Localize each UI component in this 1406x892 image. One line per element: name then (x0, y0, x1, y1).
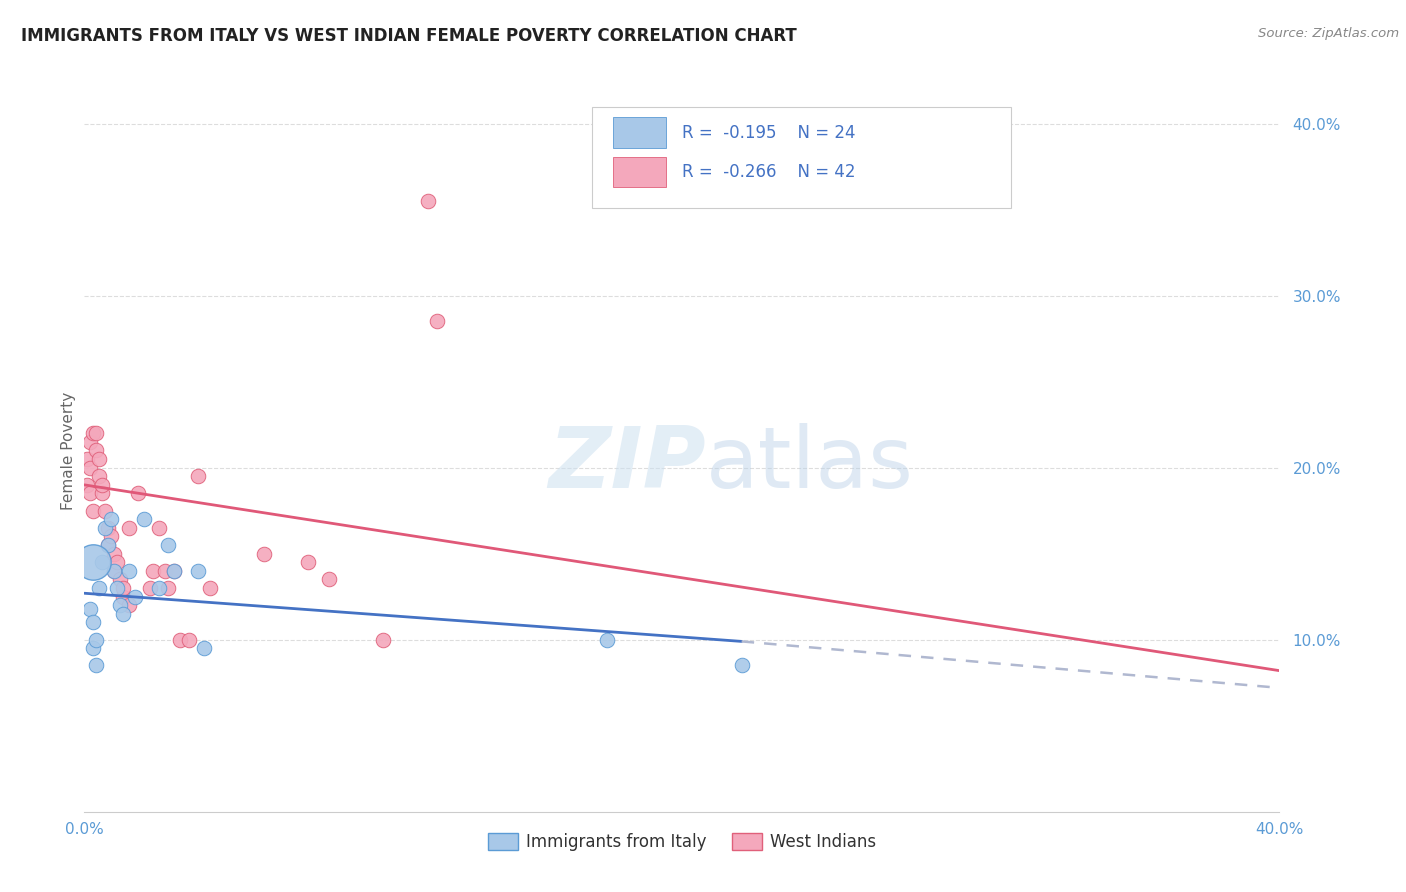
Point (105, 581, 128, 595)
Point (105, 555, 128, 569)
Point (187, 469, 209, 483)
Legend: Immigrants from Italy, West Indians: Immigrants from Italy, West Indians (481, 826, 883, 857)
Point (82, 555, 104, 569)
Point (124, 590, 146, 604)
Point (416, 194, 439, 208)
Text: R =  -0.195    N = 24: R = -0.195 N = 24 (682, 124, 855, 142)
Point (118, 599, 141, 613)
Point (148, 581, 170, 595)
Point (157, 538, 180, 552)
Point (79, 601, 101, 615)
Point (318, 573, 340, 587)
Point (86, 658, 108, 673)
Point (97, 538, 120, 552)
Point (112, 607, 135, 621)
Point (142, 564, 165, 578)
Point (86, 426, 108, 441)
Point (97, 521, 120, 535)
FancyBboxPatch shape (613, 118, 666, 148)
Point (76, 452, 98, 467)
Point (112, 590, 135, 604)
Point (163, 564, 186, 578)
Point (187, 564, 209, 578)
Point (177, 632, 200, 647)
Point (110, 599, 132, 613)
Text: Source: ZipAtlas.com: Source: ZipAtlas.com (1258, 27, 1399, 40)
Point (89, 452, 111, 467)
FancyBboxPatch shape (592, 107, 1011, 209)
Point (127, 486, 149, 500)
Point (139, 581, 162, 595)
Point (94, 503, 117, 517)
Point (89, 581, 111, 595)
Point (153, 564, 176, 578)
Point (163, 564, 186, 578)
Point (91, 478, 114, 492)
Point (86, 632, 108, 647)
Point (100, 529, 122, 543)
Point (132, 512, 156, 526)
Point (193, 641, 215, 656)
Text: atlas: atlas (706, 424, 914, 507)
Point (100, 512, 122, 526)
Point (79, 486, 101, 500)
Point (86, 443, 108, 458)
Text: ZIP: ZIP (548, 424, 706, 507)
Point (94, 521, 117, 535)
Point (103, 547, 125, 561)
Point (297, 555, 319, 569)
Point (82, 426, 104, 441)
Point (118, 564, 141, 578)
Point (82, 615, 104, 630)
Point (426, 314, 449, 328)
Point (148, 521, 170, 535)
Point (103, 564, 125, 578)
Point (112, 581, 135, 595)
Point (79, 434, 101, 449)
Text: IMMIGRANTS FROM ITALY VS WEST INDIAN FEMALE POVERTY CORRELATION CHART: IMMIGRANTS FROM ITALY VS WEST INDIAN FEM… (21, 27, 797, 45)
Text: R =  -0.266    N = 42: R = -0.266 N = 42 (682, 163, 855, 181)
FancyBboxPatch shape (613, 157, 666, 187)
Point (157, 581, 180, 595)
Point (596, 632, 619, 647)
Point (198, 581, 221, 595)
Point (89, 469, 111, 483)
Point (97, 538, 120, 552)
Point (373, 632, 395, 647)
Point (91, 555, 114, 569)
Point (118, 521, 141, 535)
Point (169, 632, 191, 647)
Point (91, 486, 114, 500)
Point (76, 478, 98, 492)
Point (103, 564, 125, 578)
Y-axis label: Female Poverty: Female Poverty (60, 392, 76, 509)
Point (731, 658, 754, 673)
Point (110, 573, 132, 587)
Point (253, 547, 276, 561)
Point (82, 503, 104, 517)
Point (79, 460, 101, 475)
Point (82, 641, 104, 656)
